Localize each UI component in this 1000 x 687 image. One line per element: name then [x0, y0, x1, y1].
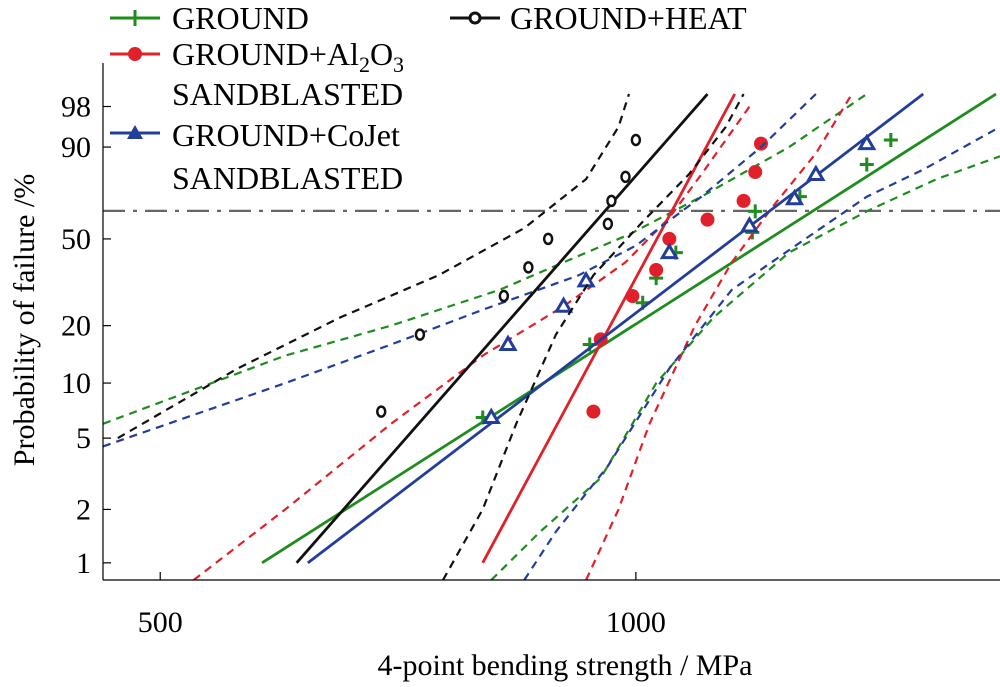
legend-heat-label: GROUND+HEAT	[510, 0, 747, 36]
legend-cojet-label: GROUND+CoJet	[172, 117, 400, 153]
series-ground-cojet-sandblasted-point-3	[576, 270, 596, 288]
series-ground-heat-point-8	[630, 133, 642, 147]
series-ground-cojet-sandblasted-point-6	[784, 188, 805, 206]
series-ground-heat-point-0	[375, 405, 387, 418]
y-tick-label-90: 90	[61, 131, 91, 164]
legend-entry-ground-al2o3: GROUND+Al2O3 SANDBLASTED	[110, 36, 404, 112]
series-ground-cojet-sandblasted-point-4	[659, 242, 679, 260]
y-tick-label-10: 10	[61, 367, 91, 400]
legend-ground-marker	[127, 10, 143, 26]
series-ground-heat-point-1	[414, 328, 426, 341]
series-ground-point-6	[748, 204, 763, 219]
legend-ground-label: GROUND	[172, 0, 309, 36]
series-ground-fit-line	[261, 92, 997, 565]
y-tick-label-5: 5	[76, 422, 91, 455]
legend-al2o3-marker	[128, 47, 142, 61]
series-ground-heat-fit-line	[295, 93, 709, 564]
legend-entry-ground: GROUND	[110, 0, 309, 36]
series-ground-heat-band-upper	[117, 93, 631, 440]
series-ground-al2o3-sandblasted-point-3	[649, 262, 664, 277]
series-ground-heat-point-4	[542, 232, 554, 246]
legend-al2o3-sub1: 2	[359, 52, 370, 77]
series-ground-al2o3-sandblasted-fit-line	[481, 93, 736, 564]
series-ground-point-9	[883, 132, 898, 147]
series-ground-cojet-sandblasted-point-1	[498, 334, 518, 352]
series-ground-al2o3-sandblasted-point-6	[736, 193, 751, 208]
y-tick-label-2: 2	[76, 493, 91, 526]
legend: GROUND GROUND+Al2O3 SANDBLASTED GROUND+C…	[110, 0, 747, 196]
x-tick-label-500: 500	[138, 606, 183, 639]
series-ground-al2o3-sandblasted-point-4	[662, 231, 677, 246]
legend-al2o3-mid: O	[370, 36, 393, 72]
y-tick-label-20: 20	[61, 310, 91, 343]
series-ground-heat-band-lower	[442, 93, 745, 580]
legend-al2o3-main: GROUND+Al	[172, 36, 359, 72]
legend-entry-ground-heat: GROUND+HEAT	[450, 0, 747, 36]
legend-al2o3-sub2: 3	[393, 52, 404, 77]
series-ground-cojet-sandblasted-point-5	[739, 215, 760, 233]
series-ground-cojet-sandblasted-point-7	[806, 164, 826, 181]
x-tick-label-1000: 1000	[606, 606, 666, 639]
series-ground-al2o3-sandblasted-point-2	[625, 289, 640, 304]
series-ground-cojet-sandblasted-point-2	[553, 296, 574, 313]
series-ground-cojet-sandblasted-point-8	[857, 133, 877, 151]
series-ground-heat-point-5	[602, 217, 614, 231]
x-axis-label: 4-point bending strength / MPa	[378, 649, 753, 682]
legend-cojet-marker	[127, 125, 143, 139]
y-axis-label: Probability of failure /%	[8, 174, 41, 466]
series-ground-cojet-sandblasted-band-lower	[523, 125, 1000, 580]
series-ground-heat-point-3	[523, 261, 534, 274]
plot-area	[103, 92, 1000, 580]
series-ground-cojet-sandblasted-point-0	[481, 407, 501, 424]
series-ground-al2o3-sandblasted-point-7	[748, 165, 763, 180]
legend-al2o3-label: GROUND+Al2O3	[172, 36, 404, 77]
legend-entry-ground-cojet: GROUND+CoJet SANDBLASTED	[110, 117, 403, 196]
legend-cojet-label-line2: SANDBLASTED	[172, 160, 403, 196]
y-tick-label-1: 1	[76, 547, 91, 580]
series-ground-band-upper	[103, 93, 868, 425]
series-ground-heat-point-2	[498, 289, 510, 303]
axis-ticks: 1 2 5 10 20 50 90 98 500 1000	[61, 91, 666, 639]
y-tick-label-50: 50	[61, 223, 91, 256]
series-ground-heat-point-7	[620, 170, 631, 184]
series-ground-al2o3-sandblasted-band-upper	[193, 105, 751, 580]
series-ground-al2o3-sandblasted-point-5	[700, 212, 715, 227]
legend-heat-marker	[468, 11, 482, 25]
series-ground-al2o3-sandblasted-point-0	[586, 404, 601, 419]
y-tick-label-98: 98	[61, 91, 91, 124]
series-ground-al2o3-sandblasted-band-lower	[585, 93, 853, 580]
legend-al2o3-label-line2: SANDBLASTED	[172, 76, 403, 112]
series-ground-cojet-sandblasted-band-upper	[103, 93, 817, 448]
series-ground-al2o3-sandblasted-point-8	[753, 136, 768, 151]
series-ground-heat-point-6	[606, 194, 617, 208]
series-ground-point-8	[859, 157, 874, 172]
series-ground-cojet-sandblasted-fit-line	[306, 92, 925, 564]
